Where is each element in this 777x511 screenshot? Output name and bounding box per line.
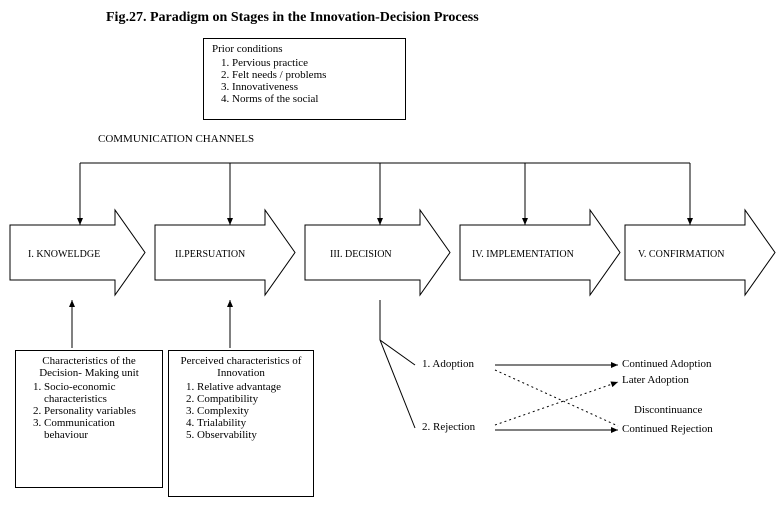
outcome-label: Later Adoption <box>622 374 689 386</box>
perceived-characteristics-box: Perceived characteristics of Innovation … <box>168 350 314 497</box>
perceived-list: Relative advantageCompatibilityComplexit… <box>177 381 305 441</box>
list-item: Norms of the social <box>232 93 397 105</box>
stage-label: IV. IMPLEMENTATION <box>472 249 574 260</box>
characteristics-box: Characteristics of the Decision- Making … <box>15 350 163 488</box>
prior-conditions-box: Prior conditions Pervious practiceFelt n… <box>203 38 406 120</box>
figure-title: Fig.27. Paradigm on Stages in the Innova… <box>106 10 479 26</box>
outcome-label: Discontinuance <box>634 404 702 416</box>
perceived-header: Perceived characteristics of Innovation <box>177 355 305 379</box>
prior-conditions-list: Pervious practiceFelt needs / problemsIn… <box>212 57 397 105</box>
stage-label: I. KNOWELDGE <box>28 249 100 260</box>
list-item: Felt needs / problems <box>232 69 397 81</box>
list-item: Communication behaviour <box>44 417 154 441</box>
stage-label: V. CONFIRMATION <box>638 249 725 260</box>
outcome-label: Continued Rejection <box>622 423 713 435</box>
characteristics-list: Socio-economic characteristicsPersonalit… <box>24 381 154 441</box>
list-item: Socio-economic characteristics <box>44 381 154 405</box>
stage-label: II.PERSUATION <box>175 249 245 260</box>
communication-channels-label: COMMUNICATION CHANNELS <box>98 133 254 145</box>
characteristics-header: Characteristics of the Decision- Making … <box>24 355 154 379</box>
list-item: Personality variables <box>44 405 154 417</box>
list-item: Observability <box>197 429 305 441</box>
list-item: Innovativeness <box>232 81 397 93</box>
outcome-label: Continued Adoption <box>622 358 712 370</box>
prior-conditions-header: Prior conditions <box>212 43 397 55</box>
list-item: Trialability <box>197 417 305 429</box>
list-item: Pervious practice <box>232 57 397 69</box>
rejection-label: 2. Rejection <box>422 421 475 433</box>
stage-label: III. DECISION <box>330 249 392 260</box>
adoption-label: 1. Adoption <box>422 358 474 370</box>
list-item: Compatibility <box>197 393 305 405</box>
list-item: Complexity <box>197 405 305 417</box>
list-item: Relative advantage <box>197 381 305 393</box>
